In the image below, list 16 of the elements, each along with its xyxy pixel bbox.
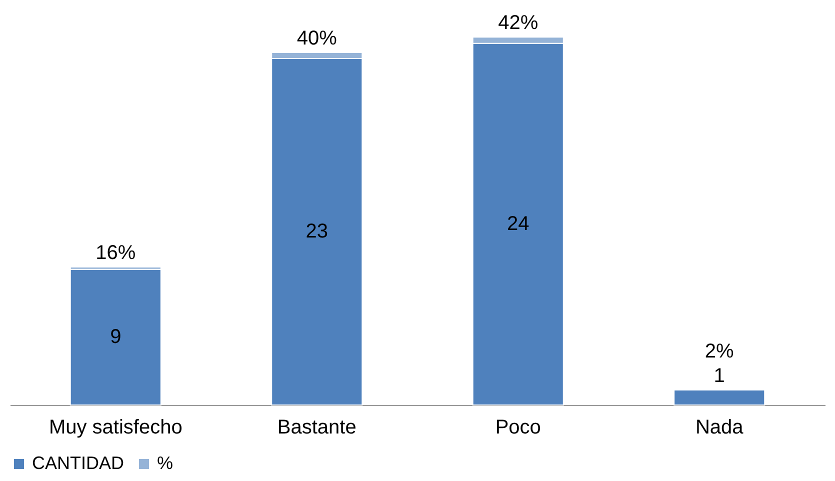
legend-label: %	[157, 453, 174, 473]
bar	[674, 389, 766, 406]
data-label: 23	[306, 220, 328, 243]
data-label: 42%	[498, 12, 538, 34]
bar	[70, 268, 162, 406]
legend-label: CANTIDAD	[32, 453, 124, 473]
x-tick-label: Poco	[495, 416, 541, 438]
data-label: 9	[110, 326, 122, 348]
x-tick-label: Muy satisfecho	[48, 416, 182, 438]
data-label: 16%	[96, 242, 136, 264]
data-label: 40%	[296, 27, 338, 50]
data-label: 24	[506, 213, 530, 236]
data-label: 1	[714, 364, 725, 387]
x-tick-label: Bastante	[277, 416, 356, 438]
data-label: 2%	[704, 340, 734, 363]
x-tick-label: Nada	[695, 416, 744, 438]
